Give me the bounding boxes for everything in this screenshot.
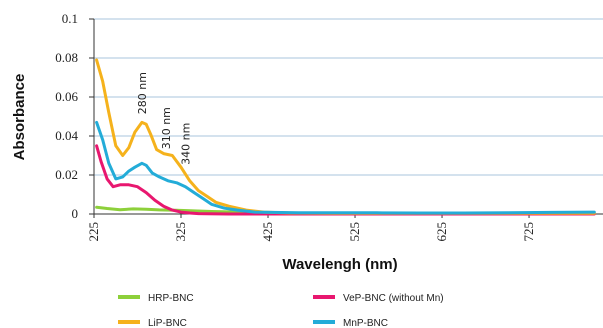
x-tick-label: 625 (434, 222, 449, 242)
legend-item: MnP-BNC (313, 318, 388, 328)
y-axis-title: Absorbance (11, 74, 28, 161)
y-tick-label: 0.1 (62, 11, 78, 26)
x-tick-label: 325 (173, 222, 188, 242)
legend-item: HRP-BNC (118, 293, 194, 304)
legend-label: VeP-BNC (without Mn) (343, 293, 444, 304)
x-tick-label: 425 (260, 222, 275, 242)
x-axis-title: Wavelengh (nm) (282, 256, 397, 273)
peak-annotation: 310 nm (160, 107, 173, 149)
legend-label: LiP-BNC (148, 318, 187, 328)
x-tick-label: 525 (347, 222, 362, 242)
series-lines (95, 58, 596, 216)
gridlines (94, 18, 603, 176)
x-tick-label: 725 (521, 222, 536, 242)
legend-label: MnP-BNC (343, 318, 388, 328)
y-tick-label: 0 (72, 206, 79, 221)
peak-annotations: 280 nm 310 nm 340 nm (136, 72, 193, 165)
y-tick-label: 0.02 (55, 167, 78, 182)
y-tick-label: 0.08 (55, 50, 78, 65)
tick-labels: 0 0.02 0.04 0.06 0.08 0.1 225 325 425 525 625 725 (55, 11, 536, 242)
series-line-mnp-bnc (95, 120, 596, 215)
x-tick-label: 225 (86, 222, 101, 242)
y-tick-label: 0.04 (55, 128, 78, 143)
legend: HRP-BNC VeP-BNC (without Mn) LiP-BNC MnP-BN… (118, 293, 444, 328)
legend-label: HRP-BNC (148, 293, 194, 304)
peak-annotation: 340 nm (179, 123, 192, 165)
peak-annotation: 280 nm (136, 72, 149, 114)
legend-item: VeP-BNC (without Mn) (313, 293, 444, 304)
y-tick-label: 0.06 (55, 89, 78, 104)
legend-item: LiP-BNC (118, 318, 187, 328)
